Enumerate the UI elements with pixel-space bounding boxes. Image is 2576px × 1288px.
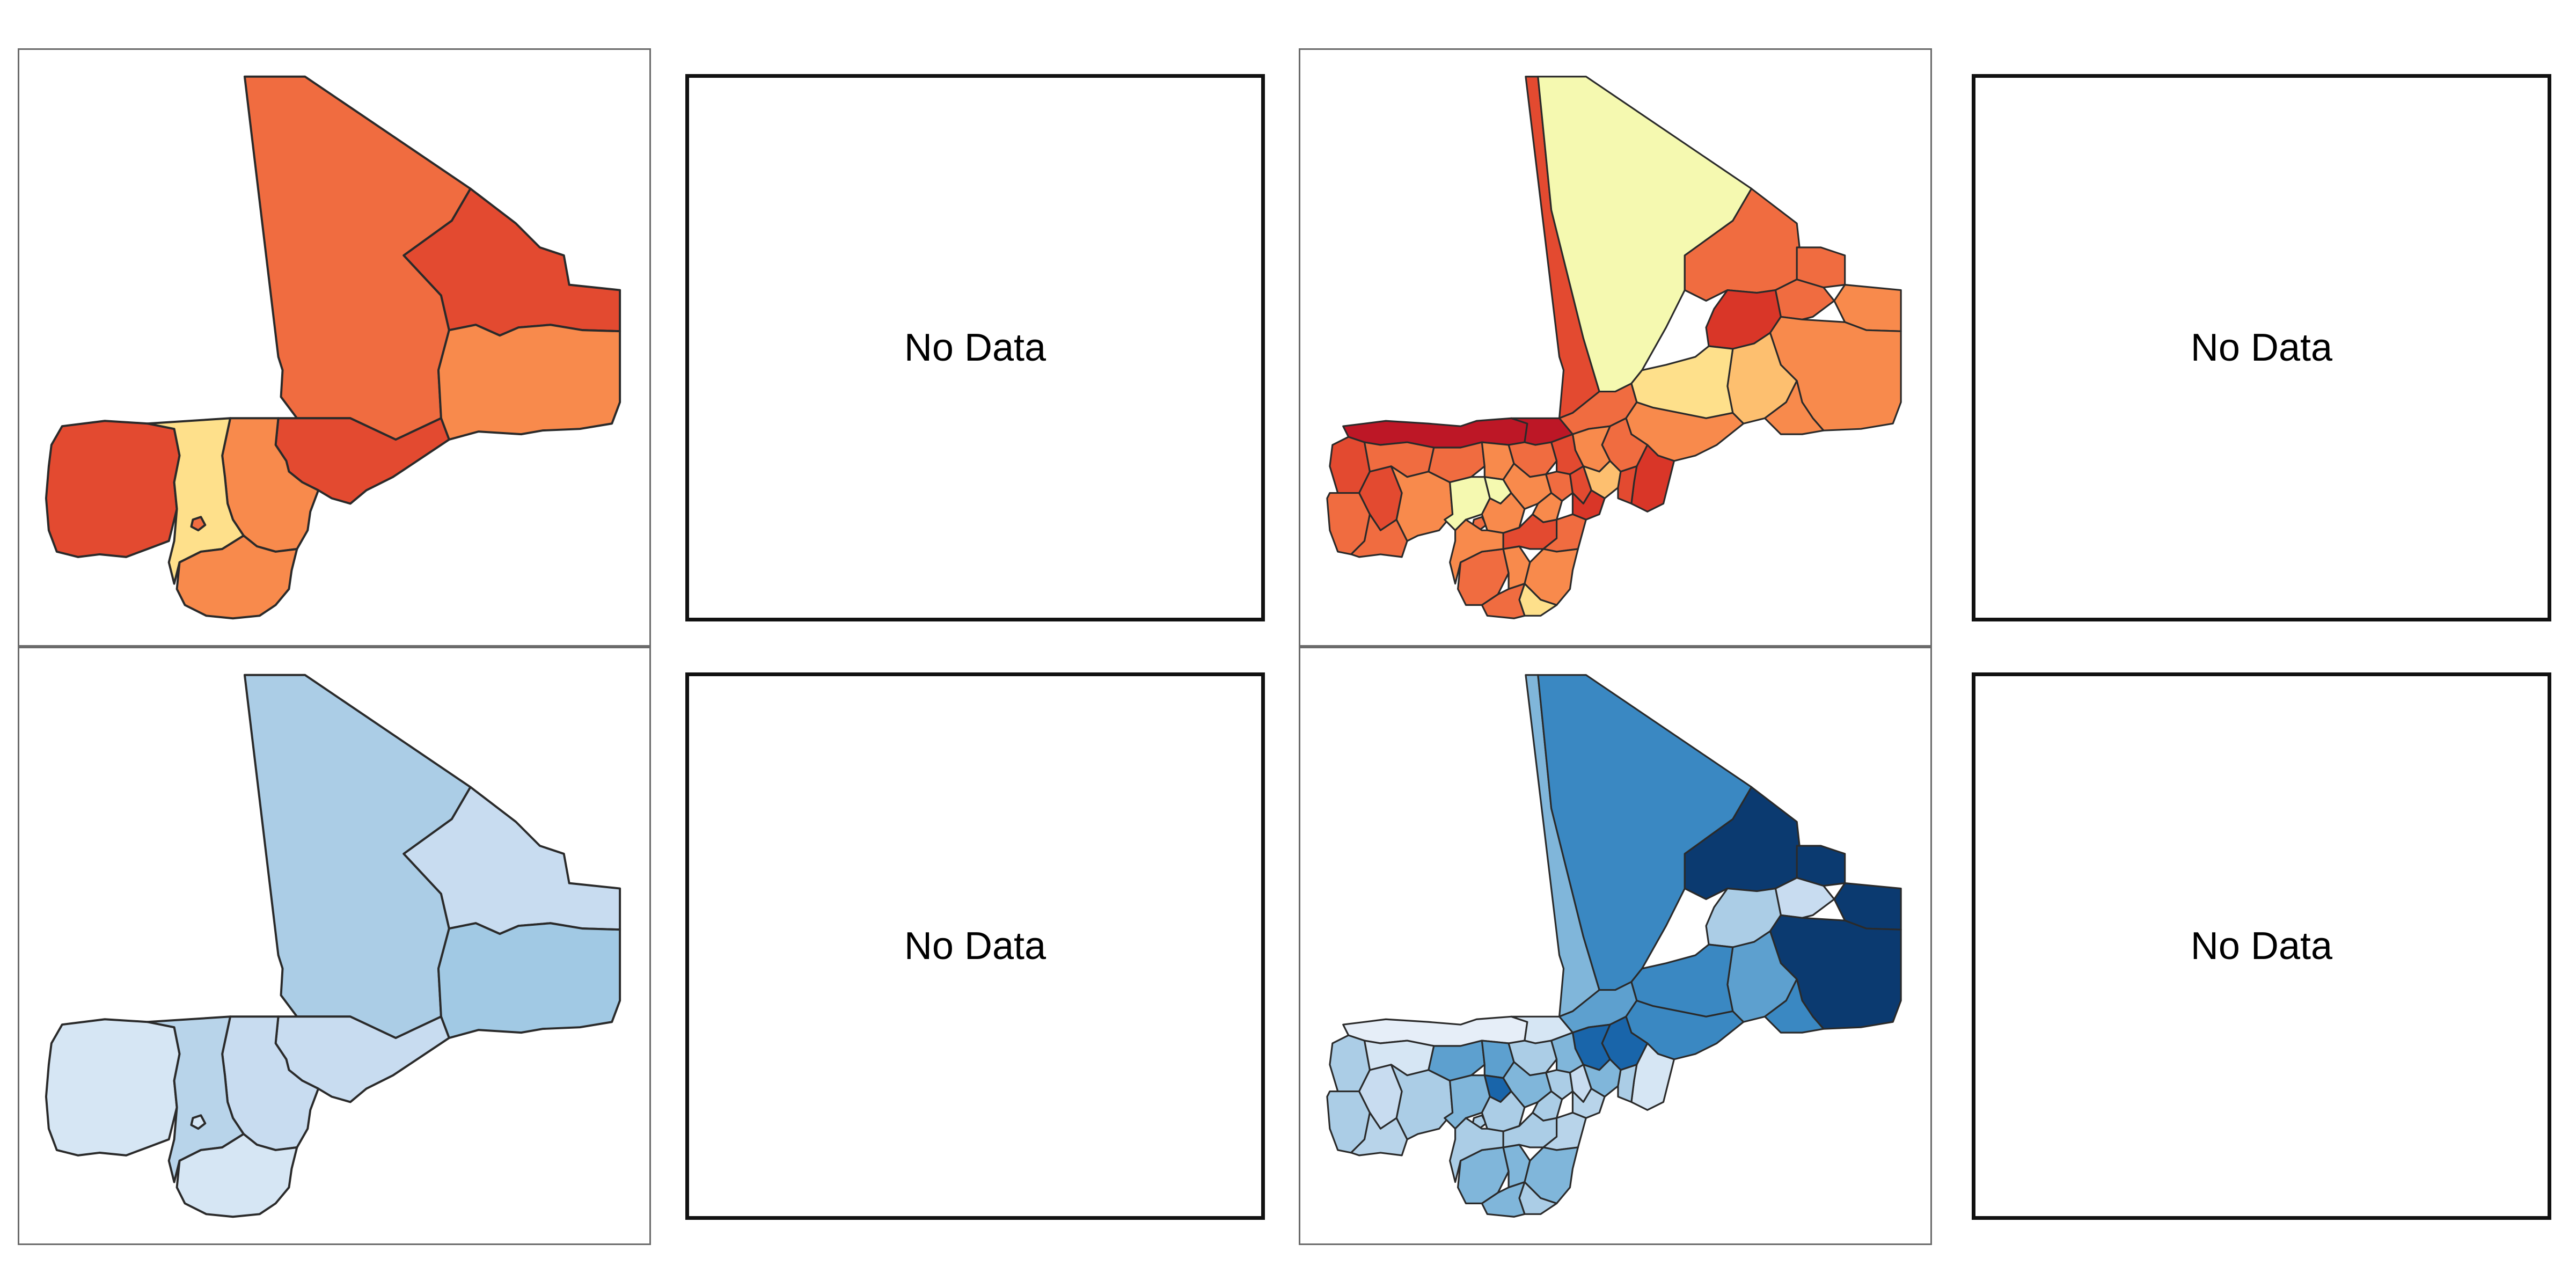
district-kenieba — [1350, 513, 1408, 558]
district-yanfolila — [1449, 1117, 1504, 1183]
district-kita — [1390, 465, 1454, 542]
no-data-label: No Data — [2190, 326, 2333, 369]
region-sikasso — [175, 1133, 298, 1218]
district-kenieba — [1350, 1111, 1408, 1157]
district-bankass — [1617, 1064, 1638, 1103]
region-kayes — [45, 1018, 181, 1157]
mali-map-cercles-warm — [1326, 76, 1902, 619]
region-bamako — [190, 1114, 207, 1130]
mali-map-cercles-blue — [1326, 674, 1902, 1218]
no-data-panel-3: No Data — [685, 672, 1265, 1220]
no-data-label: No Data — [904, 925, 1046, 968]
district-kita — [1390, 1064, 1454, 1140]
district-kolokani — [1428, 1040, 1485, 1082]
map-panel-cercles-blue — [1299, 647, 1932, 1245]
district-gao — [1763, 380, 1825, 435]
no-data-panel-1: No Data — [685, 74, 1265, 621]
map-panel-cercles-warm — [1299, 48, 1932, 647]
region-bamako — [190, 516, 207, 532]
district-kignan — [1481, 583, 1526, 619]
no-data-label: No Data — [2190, 925, 2333, 968]
district-bankass — [1617, 465, 1638, 505]
map-panel-regions-warm — [18, 48, 651, 647]
region-gao — [437, 324, 621, 441]
district-kati — [1444, 476, 1491, 531]
mali-map-regions-blue — [45, 674, 621, 1218]
no-data-panel-2: No Data — [1972, 74, 2551, 621]
district-gao — [1763, 978, 1825, 1034]
region-gao — [437, 922, 621, 1040]
district-yanfolila — [1449, 518, 1504, 585]
district-kolokani — [1428, 441, 1485, 484]
map-panel-regions-blue — [18, 647, 651, 1245]
region-kayes — [45, 420, 181, 558]
no-data-label: No Data — [904, 326, 1046, 369]
no-data-panel-4: No Data — [1972, 672, 2551, 1220]
mali-map-regions-warm — [45, 75, 621, 620]
region-sikasso — [175, 535, 298, 620]
district-kati — [1444, 1074, 1491, 1130]
district-kignan — [1481, 1181, 1526, 1218]
